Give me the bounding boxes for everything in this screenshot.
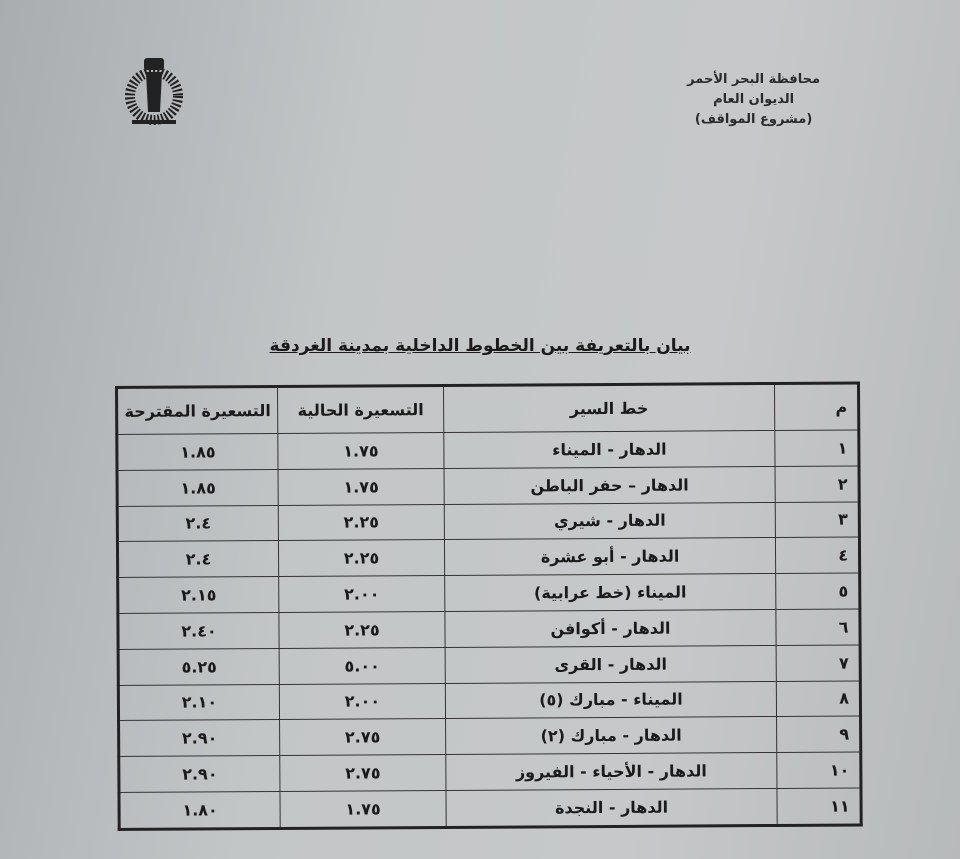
cell-route: الدهار - شيري (444, 502, 776, 540)
cell-row-number: ٣ (775, 501, 860, 538)
cell-proposed-fare: ٥.٢٥ (118, 648, 280, 686)
cell-current-fare: ١.٧٥ (279, 790, 447, 829)
table-row: ٥ الميناء (خط عرابية) ٢.٠٠ ٢.١٥ (117, 573, 860, 614)
table-row: ٢ الدهار – حفر الباطن ١.٧٥ ١.٨٥ (117, 465, 860, 507)
table-header-row: م خط السير التسعيرة الحالية التسعيرة الم… (116, 382, 859, 435)
letterhead-line: محافظة البحر الأحمر (687, 72, 820, 87)
cell-proposed-fare: ١.٨٠ (118, 791, 281, 830)
cell-current-fare: ١.٧٥ (277, 432, 445, 470)
column-header-number: م (774, 382, 859, 431)
cell-proposed-fare: ٢.٤٠ (117, 612, 280, 650)
cell-route: الدهار - الأحياء - الفيروز (445, 752, 777, 791)
cell-proposed-fare: ٢.٤ (117, 505, 279, 542)
cell-proposed-fare: ٢.١٠ (118, 684, 280, 721)
cell-proposed-fare: ١.٨٥ (116, 433, 279, 471)
cell-row-number: ٧ (776, 644, 861, 682)
table-row: ٧ الدهار - القرى ٥.٠٠ ٥.٢٥ (118, 644, 861, 686)
cell-proposed-fare: ١.٨٥ (117, 469, 279, 507)
cell-route: الدهار - أكوافن (444, 609, 777, 648)
cell-current-fare: ٢.٧٥ (279, 718, 446, 756)
table-row: ٤ الدهار - أبو عشرة ٢.٢٥ ٢.٤ (117, 537, 860, 578)
cell-route: الدهار – حفر الباطن (444, 466, 776, 505)
cell-route: الدهار - أبو عشرة (444, 537, 776, 576)
document-title: بيان بالتعريفة بين الخطوط الداخلية بمدين… (269, 336, 691, 356)
cell-current-fare: ٥.٠٠ (279, 647, 446, 685)
cell-route: الميناء - مبارك (٥) (445, 681, 777, 719)
cell-proposed-fare: ٢.١٥ (117, 576, 279, 614)
table-row: ٩ الدهار - مبارك (٢) ٢.٧٥ ٢.٩٠ (118, 716, 861, 757)
column-header-route: خط السير (443, 383, 775, 433)
table-row: ٨ الميناء - مبارك (٥) ٢.٠٠ ٢.١٠ (118, 680, 861, 721)
cell-route: الدهار - القرى (445, 645, 777, 684)
letterhead: محافظة البحر الأحمر الديوان العام (مشروع… (687, 70, 820, 130)
cell-current-fare: ١.٧٥ (278, 468, 445, 506)
cell-route: الدهار - الميناء (443, 430, 776, 469)
table-row: ٣ الدهار - شيري ٢.٢٥ ٢.٤ (117, 501, 860, 542)
table-row: ١ الدهار - الميناء ١.٧٥ ١.٨٥ (116, 429, 860, 471)
fares-table: م خط السير التسعيرة الحالية التسعيرة الم… (115, 381, 863, 831)
cell-row-number: ١١ (776, 787, 862, 826)
cell-current-fare: ٢.٢٥ (278, 611, 446, 649)
cell-current-fare: ٢.٧٥ (279, 754, 446, 792)
table-row: ١٠ الدهار - الأحياء - الفيروز ٢.٧٥ ٢.٩٠ (118, 752, 861, 793)
cell-route: الميناء (خط عرابية) (444, 573, 776, 612)
cell-route: الدهار - النجدة (445, 788, 778, 828)
table-row: ٦ الدهار - أكوافن ٢.٢٥ ٢.٤٠ (117, 608, 861, 650)
cell-row-number: ٢ (775, 465, 860, 503)
cell-current-fare: ٢.٢٥ (278, 539, 445, 577)
cell-current-fare: ٢.٢٥ (278, 504, 445, 541)
cell-proposed-fare: ٢.٤ (117, 540, 279, 578)
column-header-proposed-fare: التسعيرة المقترحة (116, 386, 278, 435)
cell-current-fare: ٢.٠٠ (279, 683, 446, 720)
cell-row-number: ٩ (776, 716, 861, 753)
cell-route: الدهار - مبارك (٢) (445, 716, 777, 755)
cell-proposed-fare: ٢.٩٠ (118, 719, 280, 757)
cell-row-number: ٦ (775, 608, 861, 646)
column-header-current-fare: التسعيرة الحالية (277, 385, 444, 434)
cell-row-number: ٤ (775, 537, 860, 574)
cell-row-number: ٨ (776, 680, 861, 717)
cell-row-number: ٥ (775, 573, 860, 610)
cell-row-number: ١ (774, 429, 860, 467)
cell-current-fare: ٢.٠٠ (278, 575, 445, 613)
table-row: ١١ الدهار - النجدة ١.٧٥ ١.٨٠ (118, 787, 862, 830)
letterhead-line: (مشروع المواقف) (694, 112, 813, 127)
governorate-logo (122, 52, 186, 132)
letterhead-line: الديوان العام (713, 92, 795, 107)
cell-proposed-fare: ٢.٩٠ (118, 755, 280, 793)
cell-row-number: ١٠ (776, 752, 861, 789)
